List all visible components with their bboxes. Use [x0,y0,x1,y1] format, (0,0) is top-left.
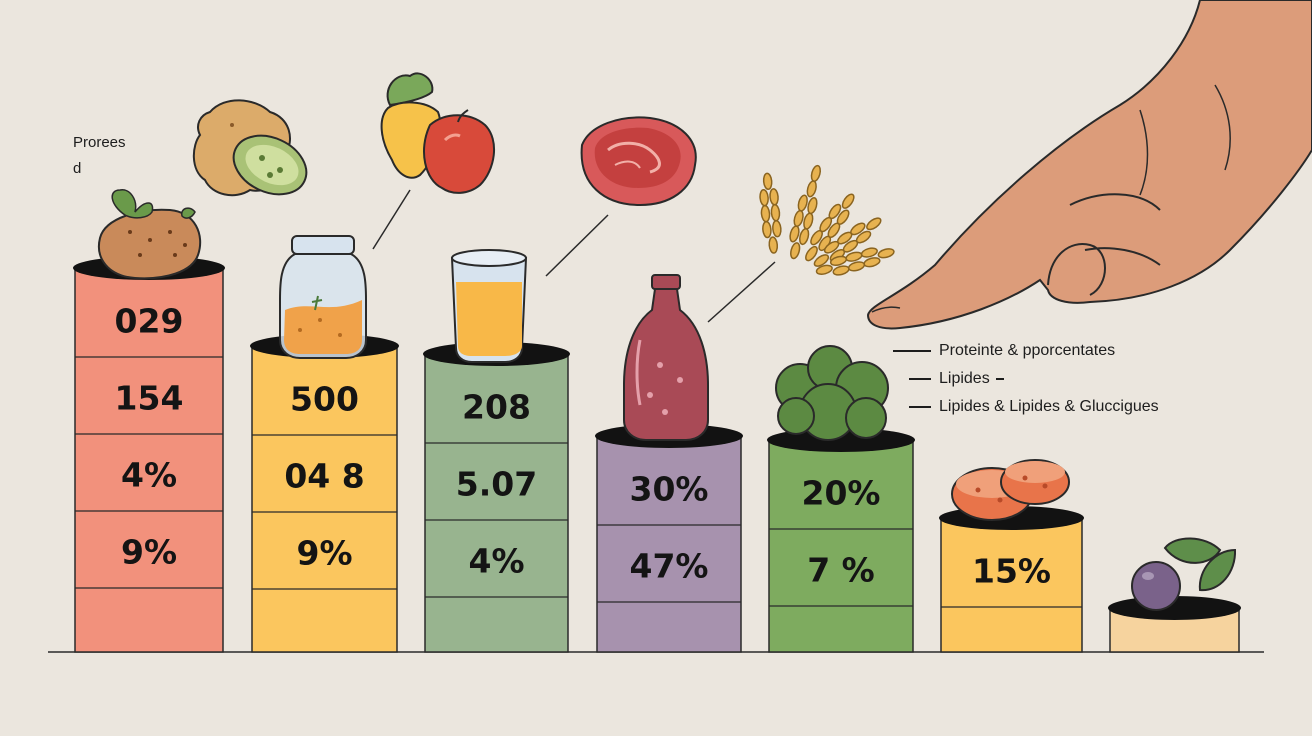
column-7 [1108,596,1241,653]
column-2: 500 04 8 9% [250,334,399,653]
column-3-value-2: 5.07 [456,465,537,504]
column-6-body [940,517,1083,653]
column-1-value-3: 4% [121,456,177,495]
legend-item-2-label: Lipides [939,370,990,387]
column-5-value-2: 7 % [807,551,875,590]
corner-label: Prorees d [73,130,126,182]
column-1-value-4: 9% [121,533,177,572]
potato-icon [97,189,202,280]
column-5-value-1: 20% [802,474,881,513]
legend-item-1-label: Proteinte & pporcentates [939,342,1116,359]
legend-item-3: Lipides & Lipides & Gluccigues [909,398,1159,416]
broccoli-icon [775,345,889,441]
column-6: 15% [939,506,1084,653]
legend-item-2: Lipides [909,370,1004,388]
wheat-icon [707,164,895,323]
column-5-body [768,439,914,653]
column-3: 208 5.07 4% [423,342,570,653]
glass-icon [450,249,528,363]
column-4: 30% 47% [595,424,743,653]
column-4-value-2: 47% [630,547,709,586]
column-3-body [424,353,569,653]
legend-item-1: Proteinte & pporcentates [893,342,1115,360]
column-4-value-1: 30% [630,470,709,509]
column-1-value-2: 154 [115,379,184,418]
plum-icon [1131,537,1237,611]
column-4-body [596,435,742,653]
column-2-value-1: 500 [290,380,359,419]
column-3-value-3: 4% [468,542,524,581]
jar-icon [279,235,367,359]
column-2-body [251,345,398,653]
vegetables-icon [372,72,496,250]
corner-label-line-1: Prorees [73,134,126,151]
ginger-icon [192,99,308,197]
column-3-value-1: 208 [462,388,531,427]
column-1-value-1: 029 [115,302,184,341]
column-5: 20% 7 % [767,428,915,653]
pointing-hand-icon [866,0,1312,330]
bottle-icon [623,274,709,441]
column-1: 029 154 4% 9% [73,256,225,653]
legend-item-3-label: Lipides & Lipides & Gluccigues [939,398,1159,415]
corner-label-line-2: d [73,160,82,177]
column-2-value-3: 9% [296,534,352,573]
meat-icon [545,116,697,277]
sausage-icon [951,459,1070,521]
column-6-value-1: 15% [972,552,1051,591]
column-2-value-2: 04 8 [284,457,364,496]
